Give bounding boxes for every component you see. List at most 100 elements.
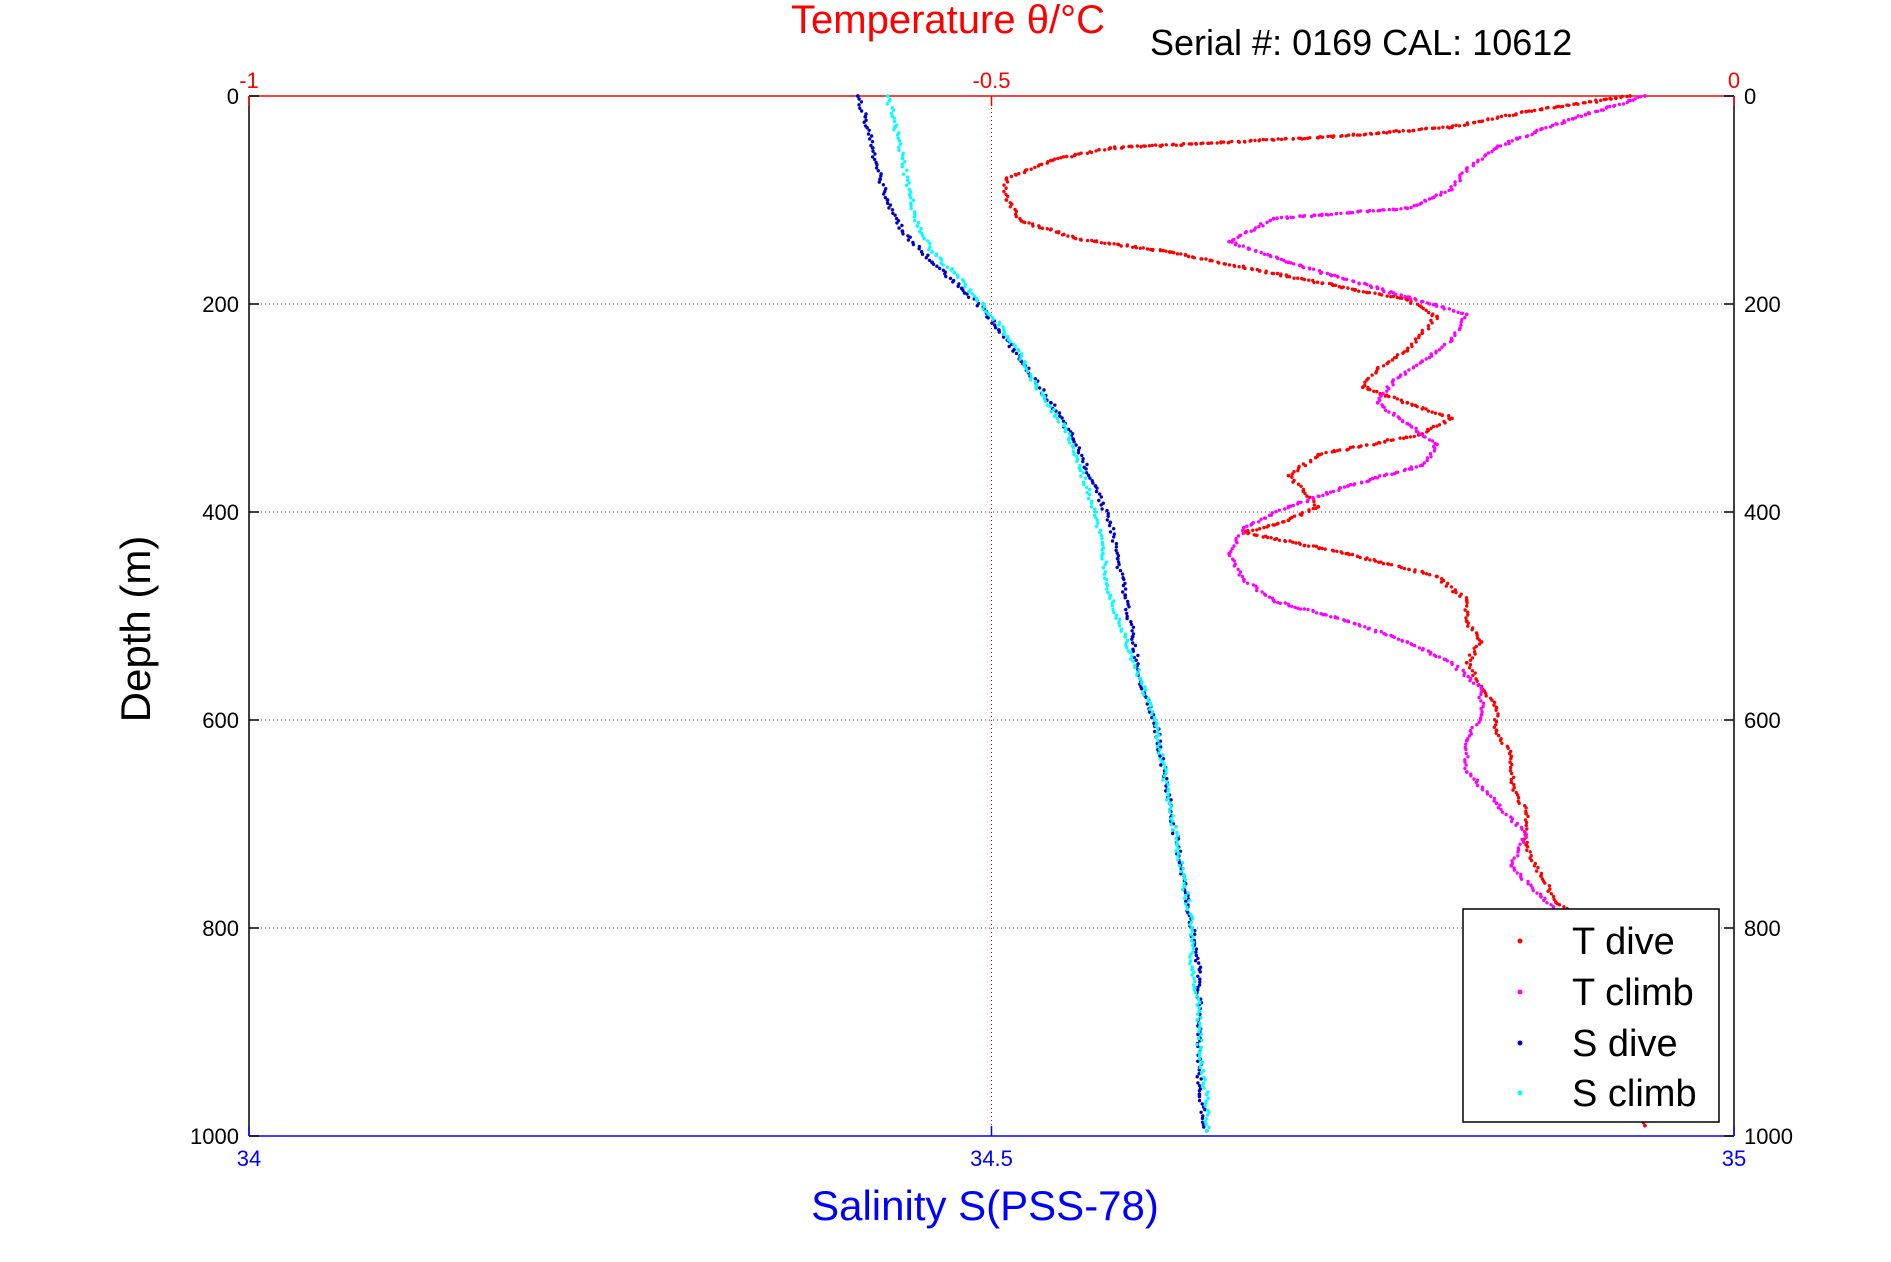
data-point: [1426, 327, 1431, 331]
x-top-tick-label: -1: [239, 68, 259, 93]
data-point: [1454, 123, 1458, 128]
data-point: [1194, 947, 1199, 951]
data-point: [1206, 1096, 1210, 1100]
data-point: [1344, 277, 1349, 281]
data-point: [1421, 299, 1425, 304]
data-point: [1418, 432, 1423, 436]
data-point: [1421, 571, 1426, 575]
data-point: [1285, 274, 1289, 279]
data-point: [1174, 837, 1179, 841]
data-point: [1181, 866, 1185, 871]
data-point: [1528, 850, 1532, 854]
data-point: [1183, 902, 1188, 906]
data-point: [1291, 540, 1295, 544]
data-point: [1378, 474, 1382, 478]
data-point: [934, 253, 938, 258]
data-point: [1307, 509, 1311, 514]
data-point: [1040, 390, 1044, 394]
data-point: [1085, 491, 1089, 495]
data-point: [1100, 542, 1105, 547]
data-point: [1621, 102, 1626, 106]
data-point: [1131, 649, 1136, 653]
data-point: [1204, 1092, 1209, 1097]
x-top-tick-label: 0: [1728, 68, 1740, 93]
data-point: [1407, 467, 1412, 471]
data-point: [909, 206, 913, 211]
data-point: [1259, 250, 1263, 255]
data-point: [870, 155, 875, 159]
data-point: [1468, 729, 1473, 733]
data-point: [1150, 248, 1155, 253]
data-point: [1243, 231, 1248, 235]
data-point: [1291, 137, 1295, 141]
data-point: [1474, 780, 1479, 785]
data-point: [997, 330, 1001, 334]
data-point: [1198, 1001, 1202, 1005]
data-point: [1530, 109, 1534, 113]
data-point: [1399, 565, 1403, 570]
data-point: [1197, 1009, 1202, 1014]
data-point: [1188, 961, 1192, 966]
data-point: [956, 275, 960, 279]
data-point: [1508, 765, 1513, 770]
data-point: [1171, 831, 1175, 836]
data-point: [892, 119, 897, 124]
data-point: [1190, 965, 1194, 969]
data-point: [1525, 827, 1529, 831]
data-point: [1494, 731, 1498, 735]
data-point: [1100, 554, 1104, 559]
data-point: [1098, 530, 1102, 535]
data-point: [1350, 552, 1355, 557]
data-point: [1190, 142, 1194, 146]
data-point: [1573, 116, 1578, 120]
data-point: [899, 142, 903, 146]
data-point: [1543, 881, 1547, 885]
data-point: [1121, 590, 1125, 594]
data-point: [1437, 126, 1441, 130]
data-point: [1134, 246, 1139, 250]
data-point: [1427, 355, 1432, 360]
data-point: [1524, 820, 1529, 825]
data-point: [1471, 673, 1475, 678]
data-point: [1395, 397, 1400, 401]
data-point: [1370, 373, 1374, 377]
data-point: [1303, 136, 1307, 141]
data-point: [1509, 771, 1514, 776]
data-point: [1479, 692, 1483, 697]
data-point: [1440, 413, 1444, 418]
data-point: [1503, 113, 1508, 118]
data-point: [1255, 533, 1259, 537]
data-point: [928, 245, 932, 249]
data-point: [1387, 291, 1392, 295]
data-point: [1458, 175, 1462, 180]
data-point: [1517, 801, 1521, 805]
data-point: [1207, 1110, 1211, 1114]
data-point: [1240, 528, 1245, 533]
y-right-tick-label: 200: [1744, 292, 1781, 317]
data-point: [1511, 113, 1516, 118]
data-point: [1383, 394, 1388, 398]
data-point: [1516, 850, 1520, 854]
data-point: [1524, 823, 1529, 828]
data-point: [1060, 416, 1064, 420]
data-point: [1275, 271, 1280, 276]
data-point: [1307, 278, 1311, 282]
data-point: [1175, 834, 1180, 838]
data-point: [1197, 1050, 1202, 1055]
data-point: [1197, 1098, 1202, 1103]
data-point: [1415, 203, 1419, 207]
data-point: [1104, 560, 1109, 564]
data-point: [1492, 725, 1497, 729]
data-point: [1148, 707, 1152, 711]
data-point: [1366, 627, 1370, 631]
data-point: [897, 226, 901, 230]
data-point: [1625, 94, 1629, 99]
data-point: [1240, 574, 1245, 579]
data-point: [1105, 587, 1109, 591]
data-point: [1407, 567, 1411, 572]
data-point: [1259, 517, 1263, 521]
data-point: [1192, 970, 1196, 975]
data-point: [1199, 1062, 1203, 1066]
data-point: [1468, 663, 1473, 667]
data-point: [1475, 723, 1479, 727]
